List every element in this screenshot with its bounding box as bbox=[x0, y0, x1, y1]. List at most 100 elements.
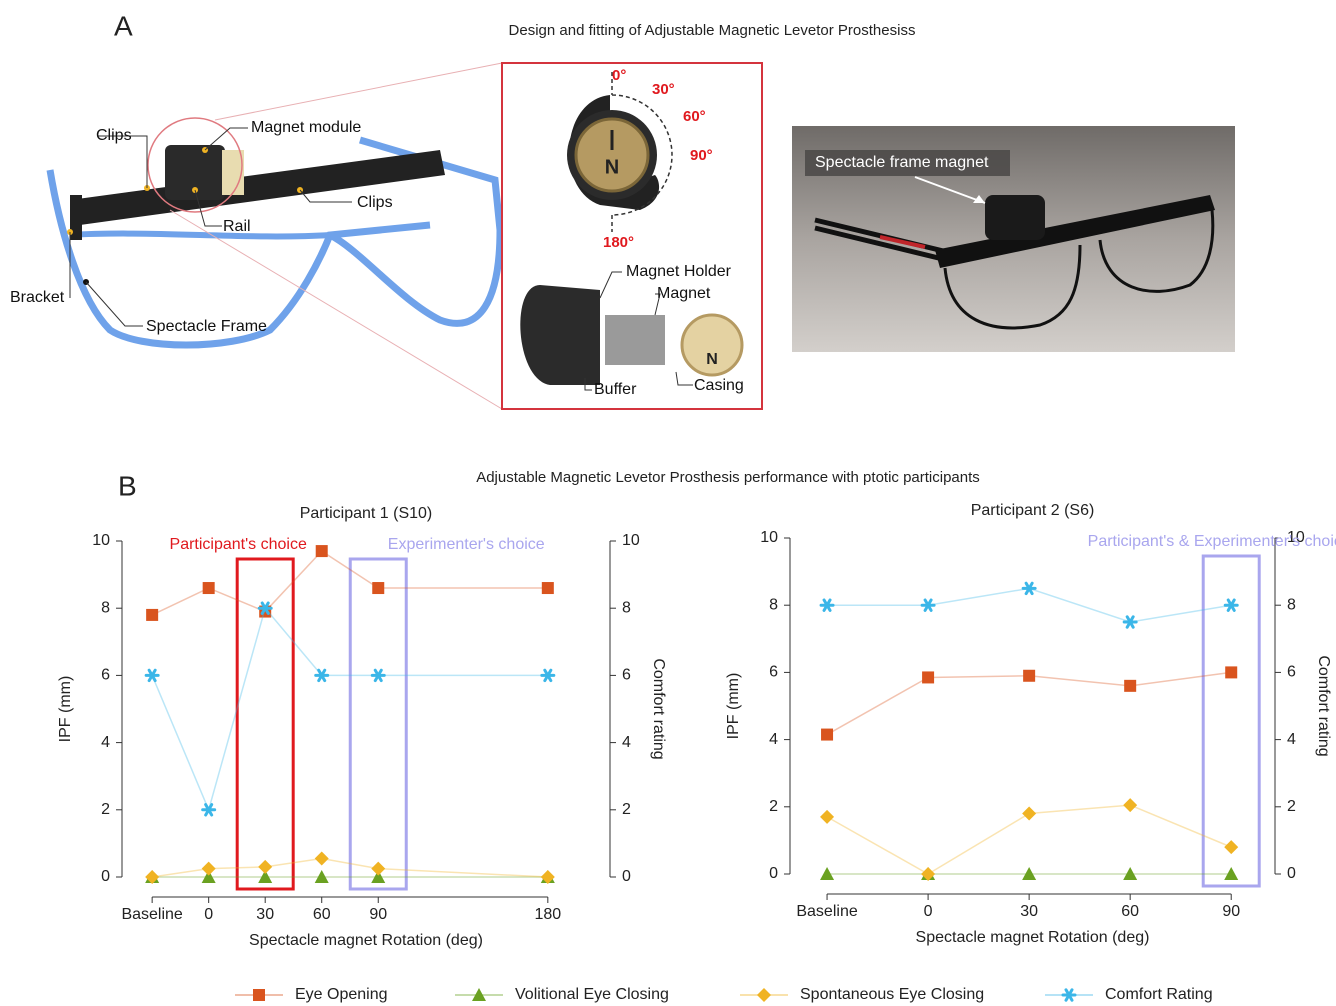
y-tick-label: 10 bbox=[92, 532, 110, 549]
label: Magnet module bbox=[251, 119, 361, 136]
x-tick-label: 180 bbox=[534, 906, 561, 923]
label: Clips bbox=[357, 194, 393, 211]
y2-tick-label: 2 bbox=[1287, 798, 1296, 815]
marker-star bbox=[542, 670, 554, 680]
y2-tick-label: 8 bbox=[622, 599, 631, 616]
marker-square bbox=[542, 582, 554, 594]
marker-star bbox=[316, 670, 328, 680]
x-axis-label: Spectacle magnet Rotation (deg) bbox=[249, 932, 483, 949]
highlight-box bbox=[350, 559, 406, 889]
rail-bar bbox=[70, 150, 445, 225]
series-line bbox=[827, 588, 1231, 622]
marker-diamond bbox=[1224, 840, 1238, 854]
marker-diamond bbox=[371, 862, 385, 876]
highlight-label: Participant's & Experimenter's choice bbox=[1088, 533, 1336, 550]
angle-label: 30° bbox=[652, 81, 675, 98]
legend-label: Comfort Rating bbox=[1105, 986, 1213, 1003]
north-label: N bbox=[605, 156, 619, 178]
marker-star bbox=[922, 600, 934, 610]
north-label: N bbox=[706, 351, 718, 368]
marker-diamond bbox=[820, 810, 834, 824]
x-tick-label: 30 bbox=[256, 906, 274, 923]
y-tick-label: 2 bbox=[769, 798, 778, 815]
marker-star bbox=[372, 670, 384, 680]
legend-label: Eye Opening bbox=[295, 986, 388, 1003]
marker-star bbox=[1124, 617, 1136, 627]
label: Spectacle Frame bbox=[146, 318, 267, 335]
label: Clips bbox=[96, 127, 132, 144]
x-tick-label: 0 bbox=[924, 903, 933, 920]
holder-bottom bbox=[520, 285, 600, 385]
y2-tick-label: 10 bbox=[622, 532, 640, 549]
label: Magnet Holder bbox=[626, 263, 732, 280]
marker-diamond bbox=[315, 852, 329, 866]
y2-tick-label: 6 bbox=[1287, 664, 1296, 681]
angle-label: 180° bbox=[603, 234, 634, 251]
figure: A Design and fitting of Adjustable Magne… bbox=[0, 0, 1336, 1006]
frame-bridge bbox=[70, 234, 330, 237]
label: Buffer bbox=[594, 381, 637, 398]
y2-tick-label: 0 bbox=[1287, 865, 1296, 882]
x-tick-label: 90 bbox=[369, 906, 387, 923]
highlight-label: Experimenter's choice bbox=[388, 536, 545, 553]
legend-label: Spontaneous Eye Closing bbox=[800, 986, 984, 1003]
x-tick-label: Baseline bbox=[121, 906, 182, 923]
label: Rail bbox=[223, 218, 251, 235]
marker-diamond bbox=[1123, 798, 1137, 812]
y2-axis-label: Comfort rating bbox=[1315, 655, 1332, 756]
legend-marker bbox=[1063, 990, 1075, 1000]
marker-square bbox=[1124, 680, 1136, 692]
marker-diamond bbox=[258, 860, 272, 874]
y2-tick-label: 0 bbox=[622, 868, 631, 885]
label: Bracket bbox=[10, 289, 65, 306]
y-tick-label: 8 bbox=[101, 599, 110, 616]
highlight-label: Participant's choice bbox=[170, 536, 307, 553]
photo-magnet bbox=[985, 195, 1045, 240]
photo-label: Spectacle frame magnet bbox=[815, 154, 989, 171]
y-tick-label: 6 bbox=[769, 664, 778, 681]
y-tick-label: 6 bbox=[101, 667, 110, 684]
marker-square bbox=[203, 582, 215, 594]
chart-title: Participant 1 (S10) bbox=[300, 505, 433, 522]
y-axis-label: IPF (mm) bbox=[725, 673, 742, 740]
y2-tick-label: 8 bbox=[1287, 596, 1296, 613]
x-tick-label: 30 bbox=[1020, 903, 1038, 920]
marker-square bbox=[316, 545, 328, 557]
y-tick-label: 8 bbox=[769, 596, 778, 613]
magnet-cylinder bbox=[605, 315, 665, 365]
marker-star bbox=[203, 805, 215, 815]
label: Magnet bbox=[657, 285, 711, 302]
marker-star bbox=[1225, 600, 1237, 610]
marker-square bbox=[1225, 666, 1237, 678]
x-tick-label: 60 bbox=[1121, 903, 1139, 920]
y2-axis-label: Comfort rating bbox=[650, 658, 667, 759]
marker-diamond bbox=[202, 862, 216, 876]
legend-label: Volitional Eye Closing bbox=[515, 986, 669, 1003]
panel-title: Adjustable Magnetic Levetor Prosthesis p… bbox=[476, 469, 980, 486]
marker-star bbox=[146, 670, 158, 680]
device-illustration bbox=[50, 63, 502, 409]
angle-label: 0° bbox=[612, 67, 626, 84]
x-tick-label: Baseline bbox=[796, 903, 857, 920]
label: Casing bbox=[694, 377, 744, 394]
marker-square bbox=[922, 671, 934, 683]
y2-tick-label: 4 bbox=[622, 734, 631, 751]
legend-marker bbox=[253, 989, 265, 1001]
y-tick-label: 2 bbox=[101, 801, 110, 818]
marker-square bbox=[146, 609, 158, 621]
angle-label: 60° bbox=[683, 108, 706, 125]
marker-square bbox=[372, 582, 384, 594]
marker-star bbox=[821, 600, 833, 610]
marker-diamond bbox=[1022, 807, 1036, 821]
marker-square bbox=[1023, 670, 1035, 682]
x-tick-label: 90 bbox=[1222, 903, 1240, 920]
marker-square bbox=[821, 729, 833, 741]
chart-title: Participant 2 (S6) bbox=[971, 502, 1095, 519]
y-tick-label: 0 bbox=[101, 868, 110, 885]
legend-marker bbox=[757, 988, 771, 1002]
y-axis-label: IPF (mm) bbox=[57, 676, 74, 743]
y2-tick-label: 4 bbox=[1287, 731, 1296, 748]
angle-label: 90° bbox=[690, 147, 713, 164]
magnet-face bbox=[576, 119, 648, 191]
y-tick-label: 10 bbox=[760, 529, 778, 546]
